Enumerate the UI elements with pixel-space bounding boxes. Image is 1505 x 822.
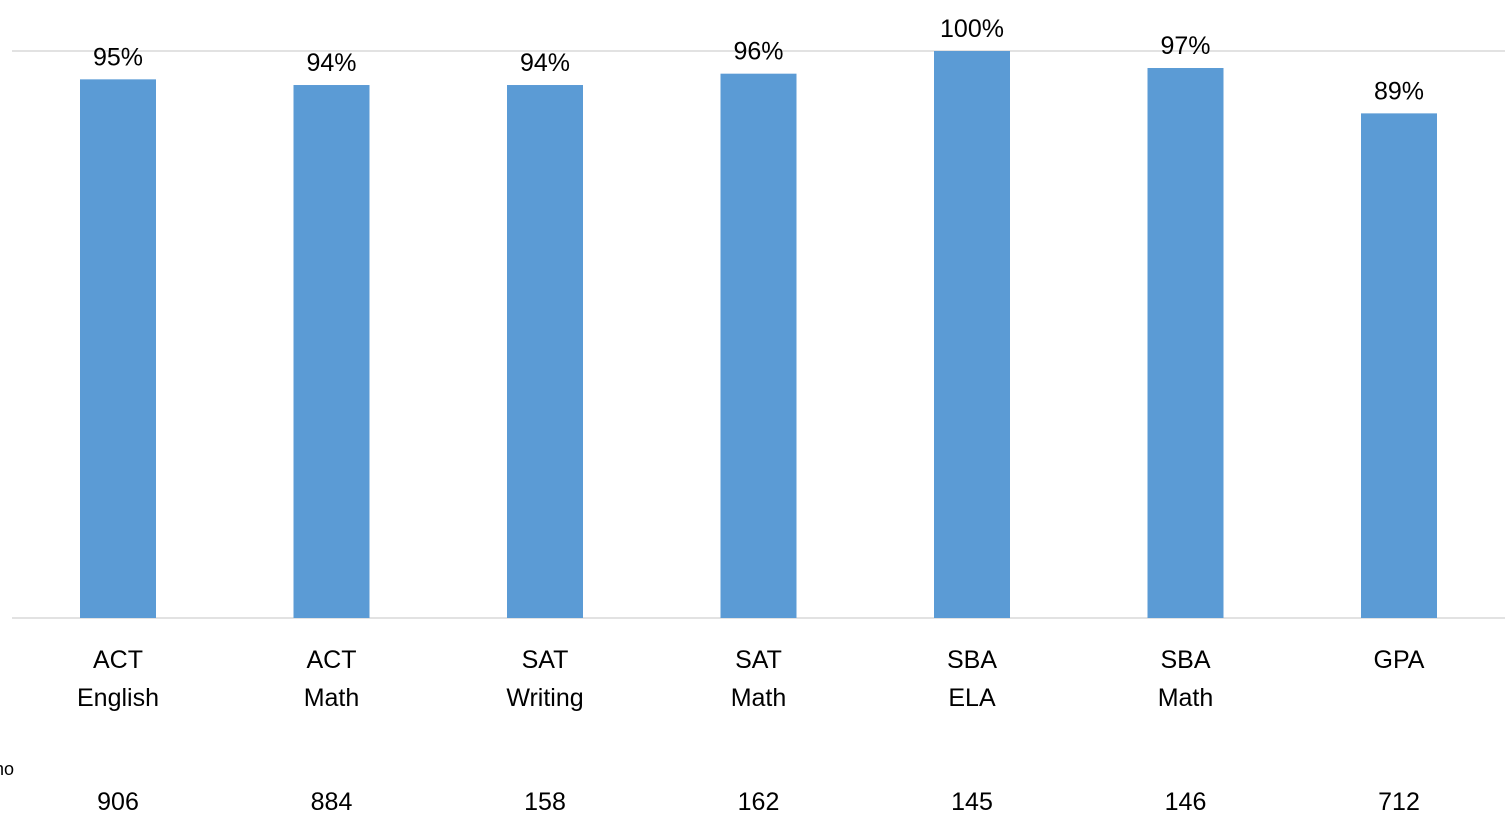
bar-value-label: 96%: [733, 38, 783, 66]
bar: [934, 51, 1010, 618]
bar: [293, 85, 370, 618]
category-tick-label: GPA: [1374, 646, 1425, 674]
bar: [1361, 113, 1437, 619]
bar-value-label: 89%: [1374, 77, 1424, 105]
bar: [720, 73, 797, 619]
bar: [507, 85, 583, 618]
category-tick-label: Math: [304, 684, 360, 712]
bar-value-label: 100%: [940, 15, 1004, 43]
bar-value-label: 97%: [1160, 32, 1210, 60]
category-tick-label: Math: [1158, 684, 1214, 712]
category-tick-label: Writing: [506, 684, 583, 712]
category-tick-label: SAT: [735, 646, 782, 674]
category-tick-label: SAT: [522, 646, 569, 674]
bar-value-label: 95%: [93, 43, 143, 71]
bar-value-label: 94%: [306, 49, 356, 77]
category-tick-label: SBA: [947, 646, 997, 674]
category-tick-label: ELA: [948, 684, 996, 712]
counts-row: 906 884 158 162 145 146 712: [97, 788, 1420, 816]
bar-value-label: 94%: [520, 49, 570, 77]
bars-layer: [80, 51, 1437, 619]
category-labels-layer: ACT English ACT Math SAT Writing SAT Math SBA ELA…: [77, 646, 1425, 712]
count-value: 712: [1378, 788, 1420, 816]
count-value: 158: [524, 788, 566, 816]
count-value: 145: [951, 788, 993, 816]
category-tick-label: Math: [731, 684, 787, 712]
category-tick-label: SBA: [1160, 646, 1210, 674]
value-labels-layer: 95% 94% 94% 96% 100% 97% 89%: [93, 15, 1424, 105]
category-tick-label: English: [77, 684, 159, 712]
bar: [1147, 68, 1224, 618]
counts-row-label: no: [0, 759, 14, 779]
category-tick-label: ACT: [307, 646, 357, 674]
count-value: 884: [311, 788, 353, 816]
category-tick-label: ACT: [93, 646, 143, 674]
count-value: 162: [738, 788, 780, 816]
count-value: 146: [1165, 788, 1207, 816]
count-value: 906: [97, 788, 139, 816]
bar: [80, 79, 156, 619]
